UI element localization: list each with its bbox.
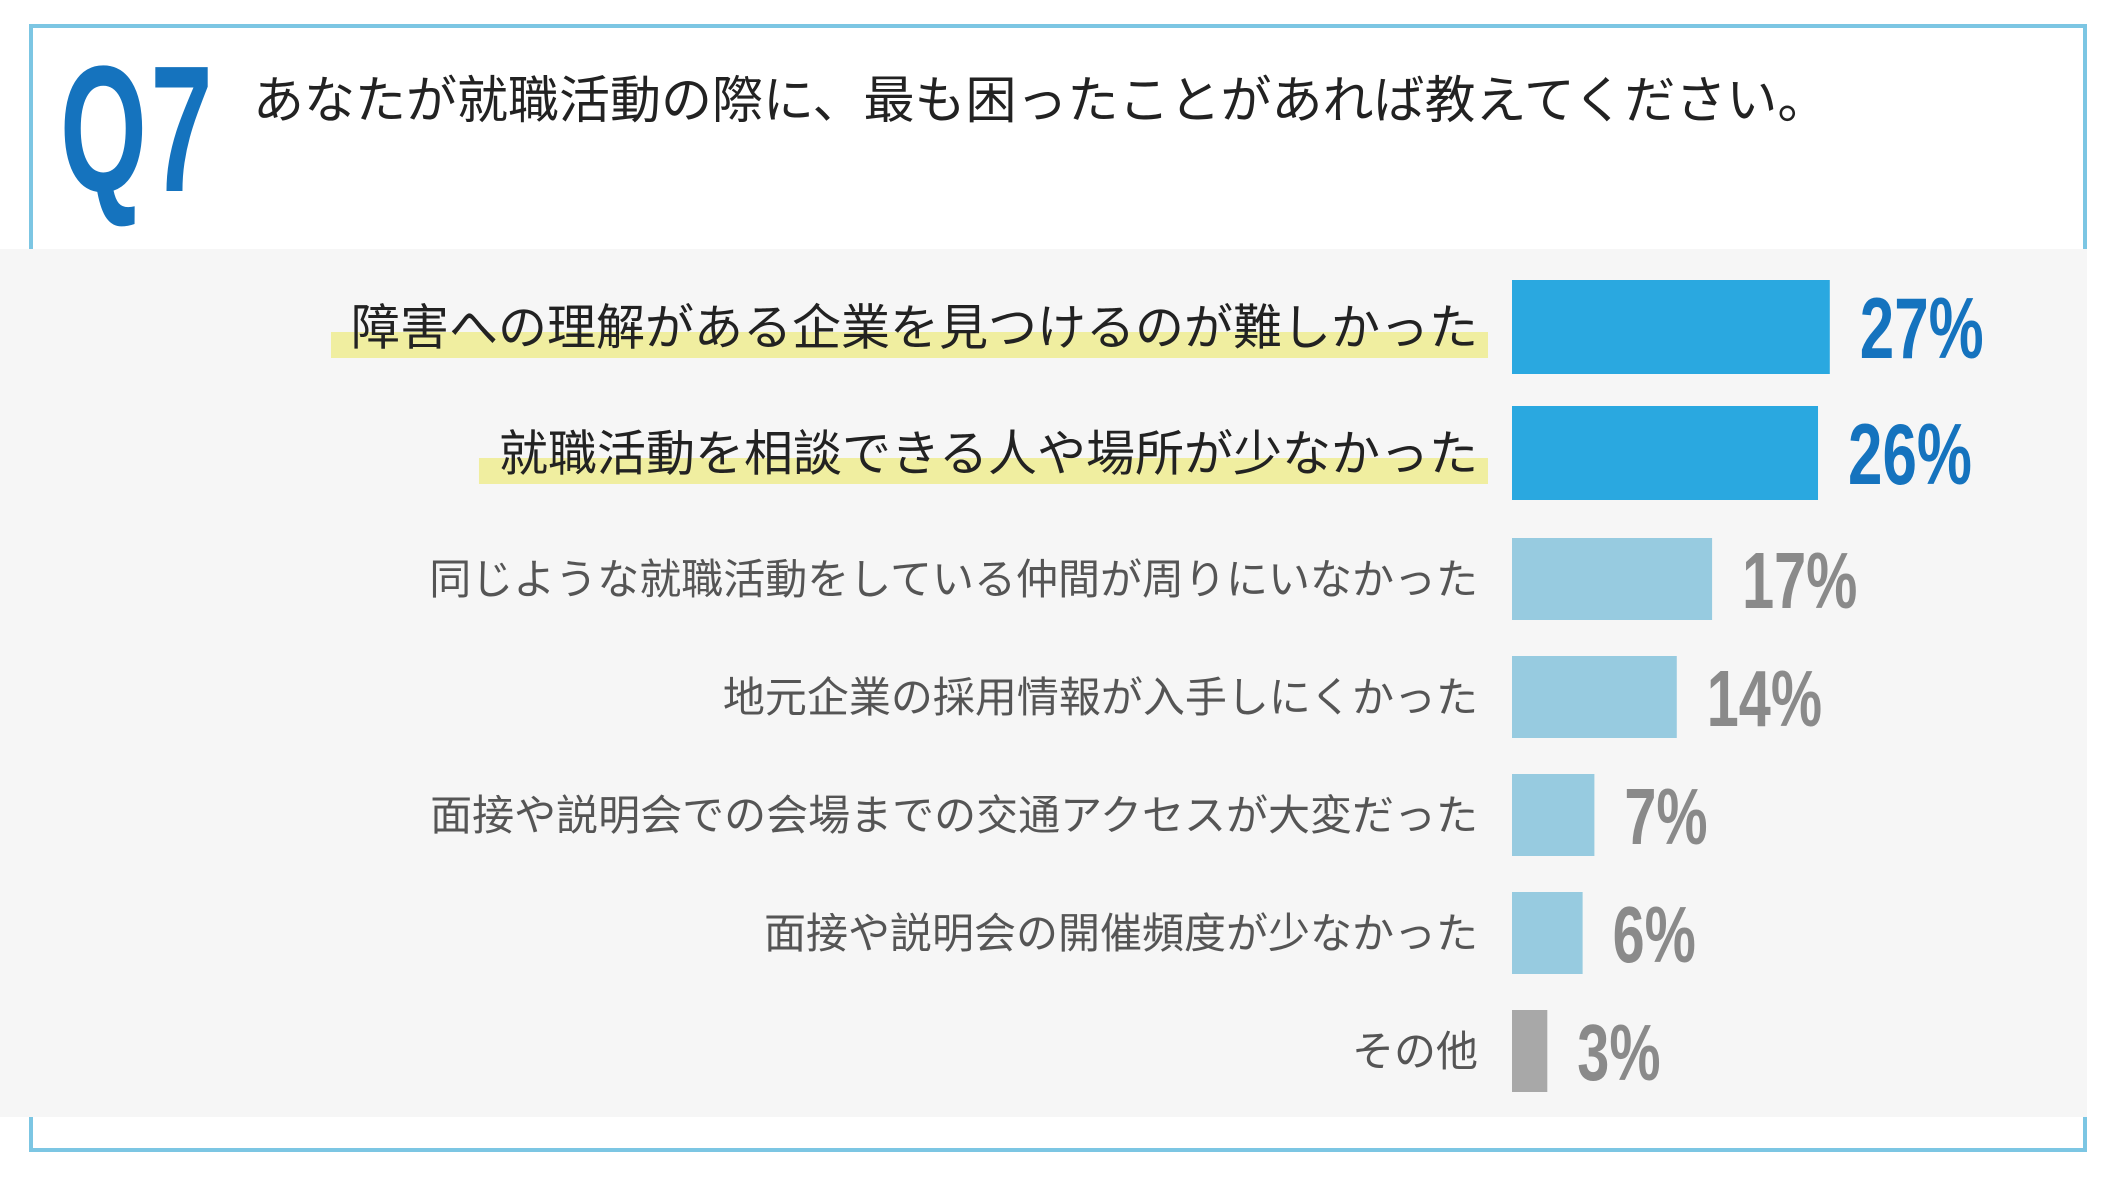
bar	[1512, 538, 1713, 620]
category-label: 障害への理解がある企業を見つけるのが難しかった	[351, 300, 1478, 357]
value-label: 27%	[1860, 280, 1984, 376]
question-number: Q7	[60, 29, 217, 230]
bar	[1512, 774, 1595, 856]
category-label: 面接や説明会の開催頻度が少なかった	[764, 909, 1478, 958]
bar	[1512, 406, 1819, 500]
bar	[1512, 656, 1677, 738]
bar	[1512, 892, 1583, 974]
category-label: 同じような就職活動をしている仲間が周りにいなかった	[429, 555, 1478, 604]
bar	[1512, 280, 1830, 374]
category-label: 地元企業の採用情報が入手しにくかった	[723, 673, 1478, 722]
value-label: 26%	[1848, 406, 1972, 502]
value-label: 14%	[1707, 653, 1822, 743]
bar	[1512, 1010, 1548, 1092]
highlight-marker	[478, 458, 1488, 484]
category-label: 面接や説明会での会場までの交通アクセスが大変だった	[430, 791, 1478, 840]
value-label: 6%	[1613, 889, 1696, 979]
question-text: あなたが就職活動の際に、最も困ったことがあれば教えてください。	[253, 72, 1829, 131]
value-label: 3%	[1577, 1007, 1660, 1097]
category-label: 就職活動を相談できる人や場所が少なかった	[499, 426, 1478, 483]
highlight-marker	[330, 332, 1488, 358]
chart-panel	[0, 249, 2087, 1117]
value-label: 7%	[1624, 771, 1707, 861]
category-label: その他	[1352, 1027, 1478, 1076]
value-label: 17%	[1742, 535, 1857, 625]
